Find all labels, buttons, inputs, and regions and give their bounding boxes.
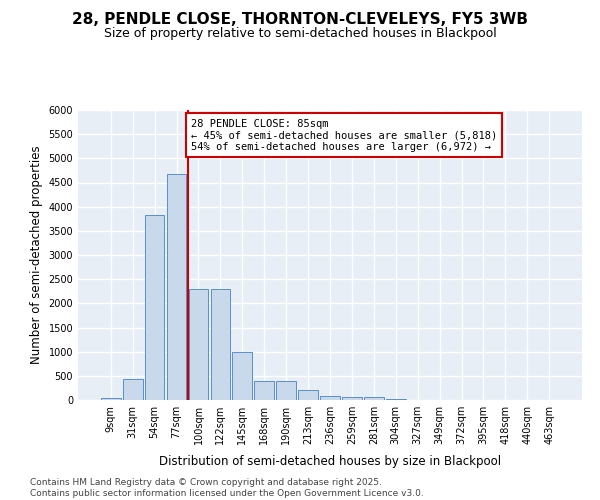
- Bar: [364, 396, 384, 400]
- Text: 28, PENDLE CLOSE, THORNTON-CLEVELEYS, FY5 3WB: 28, PENDLE CLOSE, THORNTON-CLEVELEYS, FY…: [72, 12, 528, 28]
- Bar: [254, 380, 274, 400]
- Bar: [123, 379, 143, 400]
- Bar: [320, 396, 340, 400]
- Bar: [145, 216, 164, 400]
- Bar: [167, 174, 187, 400]
- Bar: [211, 290, 230, 400]
- Bar: [342, 396, 362, 400]
- Bar: [386, 398, 406, 400]
- Bar: [101, 398, 121, 400]
- Y-axis label: Number of semi-detached properties: Number of semi-detached properties: [30, 146, 43, 364]
- Bar: [276, 381, 296, 400]
- Bar: [188, 290, 208, 400]
- Bar: [232, 352, 252, 400]
- Text: Size of property relative to semi-detached houses in Blackpool: Size of property relative to semi-detach…: [104, 28, 496, 40]
- Text: 28 PENDLE CLOSE: 85sqm
← 45% of semi-detached houses are smaller (5,818)
54% of : 28 PENDLE CLOSE: 85sqm ← 45% of semi-det…: [191, 118, 497, 152]
- X-axis label: Distribution of semi-detached houses by size in Blackpool: Distribution of semi-detached houses by …: [159, 456, 501, 468]
- Text: Contains HM Land Registry data © Crown copyright and database right 2025.
Contai: Contains HM Land Registry data © Crown c…: [30, 478, 424, 498]
- Bar: [298, 390, 318, 400]
